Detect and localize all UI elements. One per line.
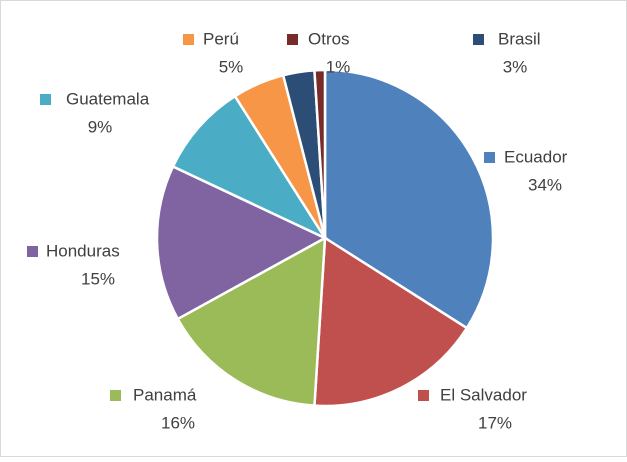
pie-slice [313, 68, 327, 239]
slice-name: Perú [203, 29, 239, 48]
pie-slice [155, 164, 328, 321]
slice-label: 17% [478, 413, 512, 432]
slice-name: Guatemala [66, 89, 150, 108]
slice-name: Ecuador [504, 147, 568, 166]
legend-swatch [418, 390, 429, 401]
pie-slice [171, 94, 329, 241]
pie-slice [176, 235, 327, 407]
legend-swatch [484, 152, 495, 163]
legend-swatch [27, 246, 38, 257]
slice-label: 16% [161, 413, 195, 432]
legend-swatch [183, 34, 194, 45]
slice-label: 9% [88, 117, 113, 136]
legend-swatch [110, 390, 121, 401]
slice-label: 34% [528, 175, 562, 194]
slice-name: Otros [308, 29, 350, 48]
slice-name: Panamá [133, 385, 197, 404]
slice-name: Honduras [46, 241, 120, 260]
slice-name: Brasil [498, 29, 541, 48]
slice-label: 1% [326, 57, 351, 76]
legend-swatch [473, 34, 484, 45]
slice-name: El Salvador [440, 385, 527, 404]
legend-swatch [287, 34, 298, 45]
pie-slice [313, 235, 469, 408]
legend-swatch [40, 94, 51, 105]
slice-label: 15% [81, 269, 115, 288]
slice-label: 5% [219, 57, 244, 76]
slice-label: 3% [503, 57, 528, 76]
